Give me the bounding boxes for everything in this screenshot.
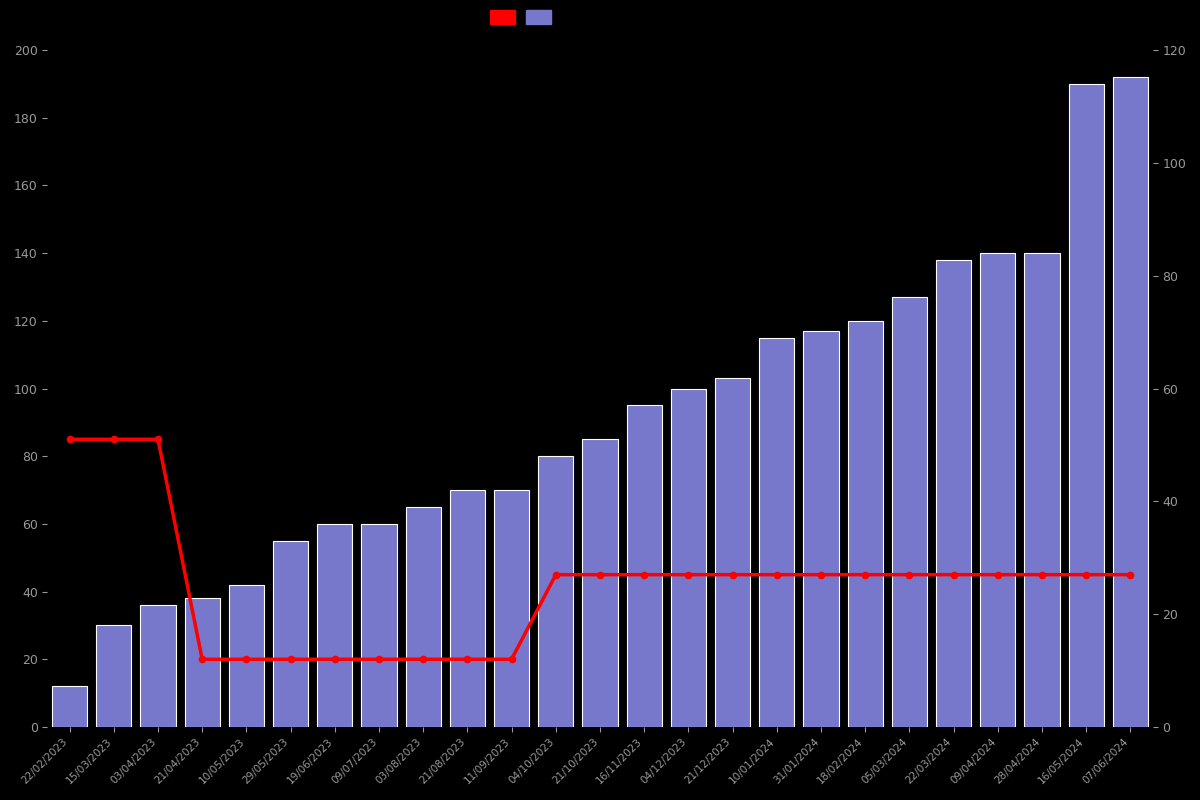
Legend: , : , xyxy=(490,10,556,25)
Bar xyxy=(671,389,706,727)
Bar xyxy=(1112,77,1148,727)
Bar xyxy=(1025,253,1060,727)
Bar xyxy=(847,321,883,727)
Bar xyxy=(140,605,175,727)
Bar xyxy=(361,524,397,727)
Bar xyxy=(803,331,839,727)
Bar xyxy=(272,541,308,727)
Bar xyxy=(980,253,1015,727)
Bar xyxy=(406,507,440,727)
Bar xyxy=(936,260,971,727)
Bar xyxy=(582,439,618,727)
Bar xyxy=(317,524,353,727)
Bar xyxy=(626,406,662,727)
Bar xyxy=(892,297,928,727)
Bar xyxy=(1068,84,1104,727)
Bar xyxy=(229,585,264,727)
Bar xyxy=(96,626,132,727)
Bar xyxy=(760,338,794,727)
Bar xyxy=(715,378,750,727)
Bar xyxy=(52,686,88,727)
Bar xyxy=(494,490,529,727)
Bar xyxy=(450,490,485,727)
Bar xyxy=(538,456,574,727)
Bar xyxy=(185,598,220,727)
